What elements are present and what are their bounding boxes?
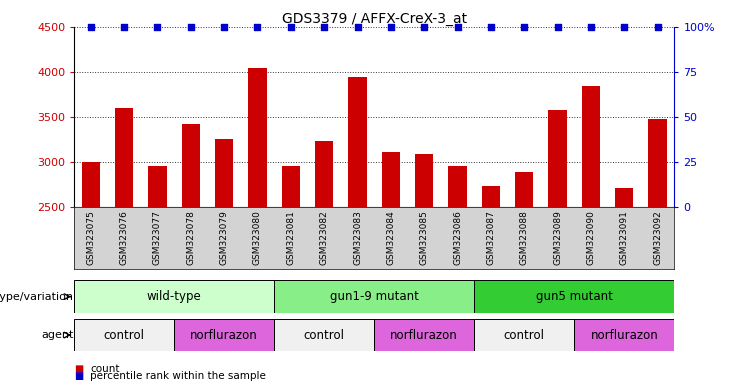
Bar — [174, 319, 274, 351]
Bar — [348, 78, 367, 207]
Text: GSM323086: GSM323086 — [453, 210, 462, 265]
Text: GSM323083: GSM323083 — [353, 210, 362, 265]
Point — [319, 24, 330, 30]
Bar — [215, 139, 233, 207]
Text: control: control — [504, 329, 545, 341]
Text: control: control — [104, 329, 144, 341]
Text: GSM323087: GSM323087 — [486, 210, 496, 265]
Bar — [182, 124, 200, 207]
Point — [352, 24, 364, 30]
Bar — [274, 280, 474, 313]
Text: norflurazon: norflurazon — [391, 329, 458, 341]
Text: GSM323077: GSM323077 — [153, 210, 162, 265]
Text: GSM323079: GSM323079 — [219, 210, 229, 265]
Text: count: count — [90, 364, 120, 374]
Bar — [482, 186, 500, 207]
Text: GSM323088: GSM323088 — [519, 210, 529, 265]
Point — [485, 24, 496, 30]
Bar — [282, 166, 300, 207]
Text: GSM323090: GSM323090 — [586, 210, 596, 265]
Bar — [515, 172, 534, 207]
Text: GSM323075: GSM323075 — [86, 210, 96, 265]
Text: gun1-9 mutant: gun1-9 mutant — [330, 290, 419, 303]
Point — [119, 24, 130, 30]
Text: GSM323081: GSM323081 — [286, 210, 296, 265]
Bar — [82, 162, 100, 207]
Text: GSM323091: GSM323091 — [619, 210, 629, 265]
Point — [251, 24, 264, 30]
Point — [285, 24, 296, 30]
Point — [85, 24, 96, 30]
Point — [385, 24, 397, 30]
Text: norflurazon: norflurazon — [591, 329, 658, 341]
Bar — [74, 280, 274, 313]
Bar — [474, 319, 574, 351]
Point — [151, 24, 163, 30]
Point — [418, 24, 430, 30]
Bar — [374, 319, 474, 351]
Bar — [574, 319, 674, 351]
Text: GSM323089: GSM323089 — [553, 210, 562, 265]
Text: genotype/variation: genotype/variation — [0, 291, 73, 302]
Bar — [582, 86, 600, 207]
Bar — [315, 141, 333, 207]
Text: norflurazon: norflurazon — [190, 329, 258, 341]
Bar — [615, 187, 634, 207]
Bar — [415, 154, 433, 207]
Text: percentile rank within the sample: percentile rank within the sample — [90, 371, 266, 381]
Title: GDS3379 / AFFX-CreX-3_at: GDS3379 / AFFX-CreX-3_at — [282, 12, 467, 26]
Text: wild-type: wild-type — [147, 290, 202, 303]
Text: GSM323078: GSM323078 — [186, 210, 196, 265]
Bar — [248, 68, 267, 207]
Text: GSM323084: GSM323084 — [386, 210, 396, 265]
Bar — [548, 110, 567, 207]
Point — [585, 24, 597, 30]
Text: GSM323092: GSM323092 — [653, 210, 662, 265]
Point — [451, 24, 464, 30]
Text: ■: ■ — [74, 371, 83, 381]
Text: gun5 mutant: gun5 mutant — [536, 290, 613, 303]
Bar — [448, 166, 467, 207]
Point — [218, 24, 230, 30]
Text: GSM323080: GSM323080 — [253, 210, 262, 265]
Point — [519, 24, 531, 30]
Text: ■: ■ — [74, 364, 83, 374]
Point — [652, 24, 664, 30]
Bar — [115, 108, 133, 207]
Point — [551, 24, 563, 30]
Text: GSM323082: GSM323082 — [319, 210, 329, 265]
Bar — [148, 166, 167, 207]
Bar — [382, 152, 400, 207]
Bar — [648, 119, 667, 207]
Bar — [74, 319, 174, 351]
Point — [618, 24, 630, 30]
Point — [185, 24, 197, 30]
Bar — [474, 280, 674, 313]
Bar — [274, 319, 374, 351]
Text: GSM323076: GSM323076 — [119, 210, 129, 265]
Text: control: control — [304, 329, 345, 341]
Text: GSM323085: GSM323085 — [419, 210, 429, 265]
Text: agent: agent — [41, 330, 73, 340]
